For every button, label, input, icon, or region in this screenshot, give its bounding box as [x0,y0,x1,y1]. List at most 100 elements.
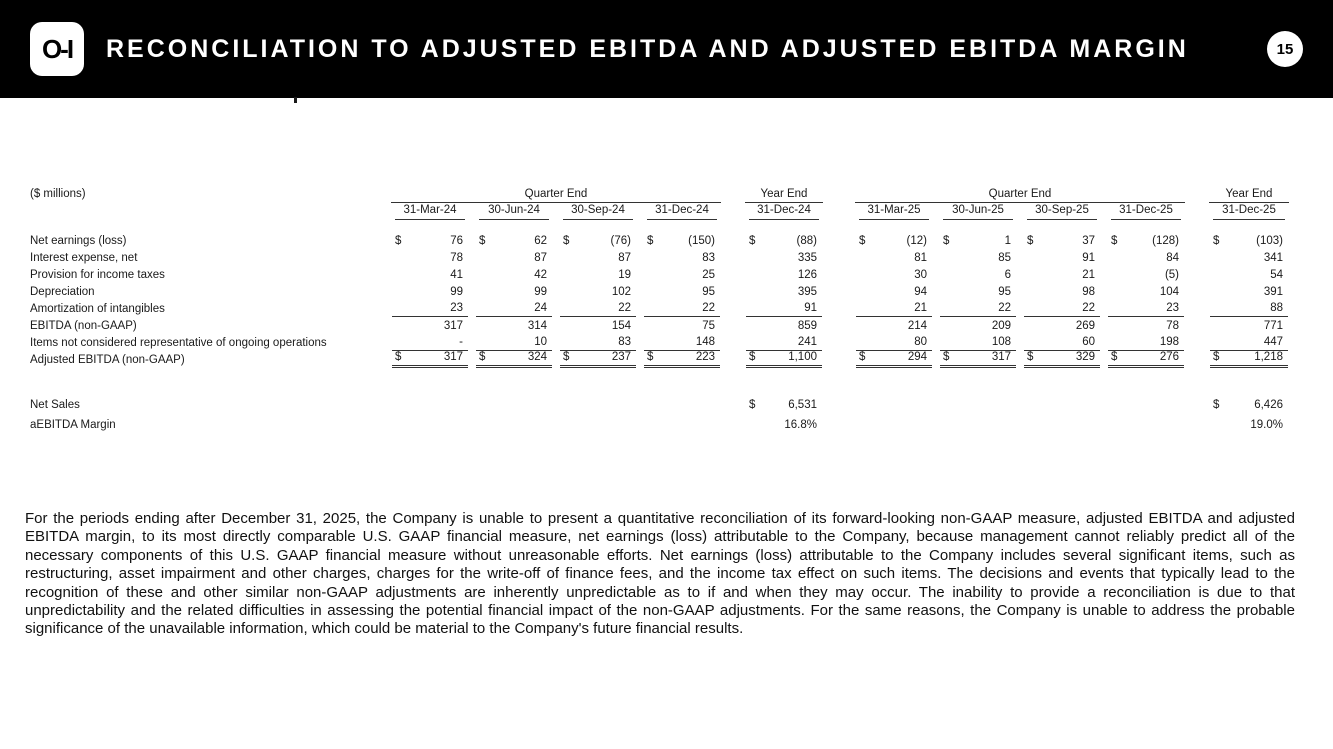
value-cell: 91 [1020,249,1104,266]
cell-value: 198 [1159,336,1179,348]
value-cell: 771 [1206,317,1292,334]
value-cell [472,393,556,413]
value-cell [852,413,936,433]
cell-value: 1 [1004,235,1011,247]
value-cell [852,393,936,413]
dollar-sign: $ [1027,235,1034,247]
column-spacer [826,283,852,300]
value-cell: 60 [1020,334,1104,351]
dollar-sign: $ [1213,399,1220,411]
cell-value: 6,426 [1254,399,1283,411]
column-spacer [1188,249,1206,266]
cell-value: 60 [1082,336,1095,348]
page-number-badge: 15 [1267,31,1303,67]
value-cell: 83 [556,334,640,351]
value-cell: $6,531 [742,393,826,413]
cell-value: 23 [450,302,463,314]
value-cell: 108 [936,334,1020,351]
column-spacer [826,232,852,249]
column-spacer [724,413,742,433]
cell-value: 98 [1082,286,1095,298]
cell-value: 269 [1075,320,1095,332]
cell-value: 21 [914,302,927,314]
column-spacer [1188,334,1206,351]
table-row: Interest expense, net 78 87 87 83 335 81 85 91 84… [30,249,1292,266]
dollar-sign: $ [1027,351,1034,363]
column-spacer [826,413,852,433]
table-row: Amortization of intangibles 23 24 22 22 91 21 2… [30,300,1292,317]
column-header: 31-Dec-24 [742,203,826,220]
table-row: aEBITDA Margin 16.8% 19.0% [30,413,1292,433]
gap-row [30,220,1292,232]
date-header-row: 31-Mar-24 30-Jun-24 30-Sep-24 31-Dec-24 … [30,203,1292,220]
gap-row [30,368,1292,393]
cell-value: 22 [618,302,631,314]
value-cell: 6 [936,266,1020,283]
cell-value: 41 [450,269,463,281]
value-cell: 22 [640,300,724,317]
cell-value: 294 [907,351,927,363]
dollar-sign: $ [749,351,756,363]
value-cell: 314 [472,317,556,334]
units-label: ($ millions) [30,188,86,200]
value-cell: 395 [742,283,826,300]
cell-value: 25 [702,269,715,281]
dollar-sign: $ [1111,351,1118,363]
value-cell: $329 [1020,351,1104,368]
value-cell [1020,393,1104,413]
table-container: ($ millions) Quarter End Year End Quarte… [30,186,1292,433]
row-label: Adjusted EBITDA (non-GAAP) [30,354,185,366]
table-row: Net earnings (loss) $76 $62 $ (76) $ (150) $ (88… [30,232,1292,249]
value-cell: $223 [640,351,724,368]
value-cell: 87 [472,249,556,266]
cell-value: 102 [611,286,631,298]
value-cell: 84 [1104,249,1188,266]
cell-value: 771 [1263,320,1283,332]
value-cell: 41 [388,266,472,283]
cell-value: 21 [1082,269,1095,281]
cell-value: 108 [991,336,1011,348]
cell-value: 84 [1166,252,1179,264]
dollar-sign: $ [859,235,866,247]
cell-value: 329 [1075,351,1095,363]
column-spacer [724,249,742,266]
column-header: 31-Dec-25 [1104,203,1188,220]
column-spacer [826,266,852,283]
value-cell [1104,393,1188,413]
value-cell: 209 [936,317,1020,334]
cell-value: 859 [797,320,817,332]
value-cell: 104 [1104,283,1188,300]
value-cell: 23 [1104,300,1188,317]
row-label: Amortization of intangibles [30,303,165,315]
column-spacer [826,334,852,351]
column-spacer [826,393,852,413]
cell-value: 214 [907,320,927,332]
cell-value: 16.8% [784,419,817,431]
cell-value: 37 [1082,235,1095,247]
value-cell: 78 [1104,317,1188,334]
footnote-text: For the periods ending after December 31… [25,510,1295,638]
value-cell: 24 [472,300,556,317]
stray-mark [294,97,297,103]
cell-value: 6,531 [788,399,817,411]
cell-value: 22 [702,302,715,314]
value-cell [388,393,472,413]
cell-value: 391 [1263,286,1283,298]
cell-value: 76 [450,235,463,247]
cell-value: 78 [450,252,463,264]
value-cell: $294 [852,351,936,368]
column-header: 30-Jun-25 [936,203,1020,220]
column-header: 31-Mar-24 [388,203,472,220]
value-cell [556,393,640,413]
value-cell: $62 [472,232,556,249]
cell-value: 62 [534,235,547,247]
value-cell: 91 [742,300,826,317]
dollar-sign: $ [1213,351,1220,363]
value-cell: 99 [388,283,472,300]
value-cell [472,413,556,433]
cell-value: 87 [618,252,631,264]
cell-value: 80 [914,336,927,348]
column-spacer [1188,413,1206,433]
cell-value: 209 [991,320,1011,332]
value-cell: $ (103) [1206,232,1292,249]
